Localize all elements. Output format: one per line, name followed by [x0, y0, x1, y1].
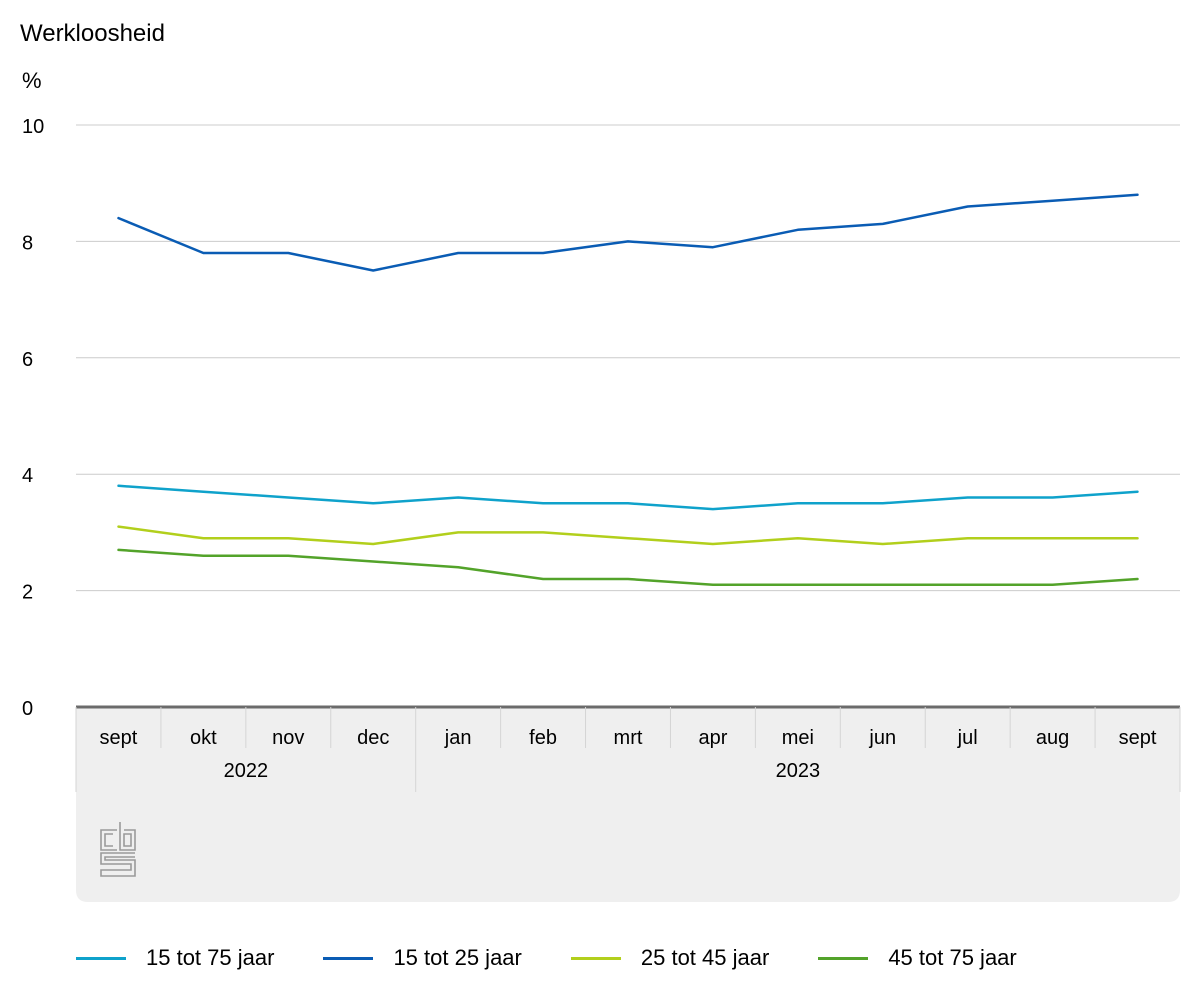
legend-label: 25 tot 45 jaar [640, 945, 770, 970]
legend-label: 15 tot 75 jaar [146, 945, 275, 970]
legend-item[interactable]: 45 tot 75 jaar [818, 945, 1017, 971]
y-tick-label: 2 [22, 582, 33, 604]
year-group-label: 2023 [776, 760, 821, 782]
logo-b-inner [123, 833, 132, 847]
legend-item[interactable]: 25 tot 45 jaar [570, 945, 770, 971]
legend-swatch [570, 956, 621, 960]
legend-item[interactable]: 15 tot 75 jaar [76, 945, 274, 971]
x-tick-label: aug [1036, 727, 1069, 749]
series-line-3 [117, 525, 1139, 546]
legend-label: 45 tot 75 jaar [888, 945, 1017, 970]
series-line-4 [117, 548, 1139, 587]
year-group-label: 2022 [224, 760, 269, 782]
y-tick-label: 10 [22, 116, 44, 138]
legend-swatch [323, 956, 374, 960]
series-line-1 [117, 484, 1139, 511]
legend-swatch [76, 956, 126, 960]
chart-title: Werkloosheid [20, 20, 165, 47]
legend-label: 15 tot 25 jaar [393, 945, 522, 970]
logo-b-shape [119, 822, 136, 851]
logo-c-shape [100, 829, 117, 851]
y-tick-label: 8 [22, 232, 33, 254]
legend-item[interactable]: 15 tot 25 jaar [323, 945, 522, 971]
x-tick-label: sept [1119, 727, 1157, 749]
x-axis-panel [76, 707, 1180, 902]
x-tick-label: jun [868, 727, 896, 749]
legend: 15 tot 75 jaar 15 tot 25 jaar 25 tot 45 ja… [76, 945, 1066, 971]
x-tick-label: mei [782, 727, 814, 749]
line-chart: 0 2 4 6 8 10 sept okt nov dec jan feb mrt apr mei jun ju… [22, 116, 1181, 902]
y-tick-label: 0 [22, 698, 33, 720]
logo-s-shape [100, 852, 136, 877]
legend-swatch [818, 956, 869, 960]
x-tick-label: jan [444, 727, 472, 749]
x-tick-label: apr [698, 727, 727, 749]
x-tick-label: feb [529, 727, 557, 749]
x-tick-label: jul [957, 727, 978, 749]
y-tick-label: 4 [22, 465, 33, 487]
x-tick-label: mrt [614, 727, 643, 749]
y-axis-unit: % [22, 68, 42, 93]
x-tick-label: nov [272, 727, 304, 749]
cbs-logo [100, 822, 136, 877]
series-line-2 [117, 193, 1139, 272]
y-tick-label: 6 [22, 349, 33, 371]
x-tick-label: okt [190, 727, 217, 749]
x-tick-label: dec [357, 727, 389, 749]
x-tick-label: sept [100, 727, 138, 749]
logo-c-inner [104, 833, 113, 847]
